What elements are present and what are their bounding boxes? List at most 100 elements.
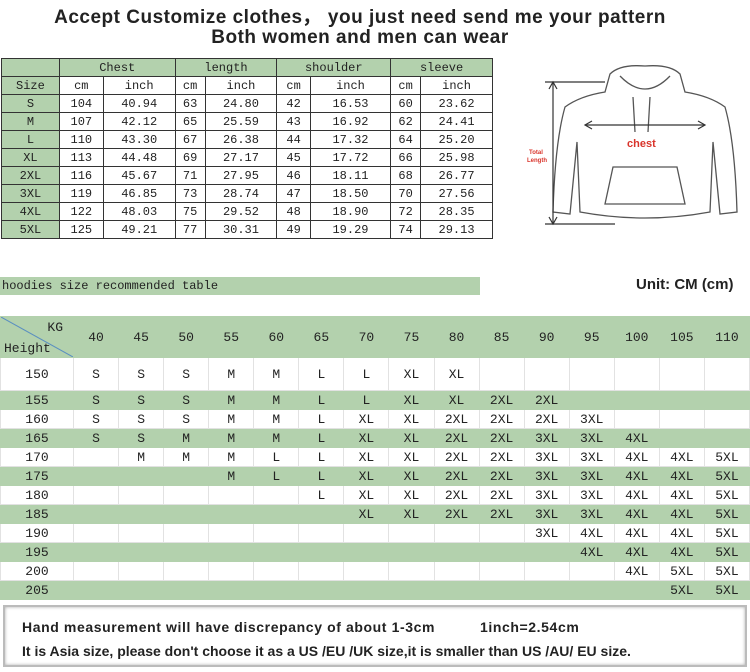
size-cell: 2XL	[478, 428, 525, 448]
size-cell: L	[343, 357, 390, 391]
size-cell: 4XL	[658, 447, 705, 467]
size-cell: XL	[388, 409, 435, 429]
measure-cell: 25.20	[420, 130, 493, 149]
weight-header: 65	[298, 316, 345, 358]
measure-cell: 73	[174, 184, 206, 203]
size-cell	[118, 466, 165, 486]
size-cell	[163, 542, 210, 562]
size-cell	[72, 504, 120, 524]
size-cell: 2XL	[478, 466, 525, 486]
inch-header: inch	[102, 76, 176, 95]
size-cell	[72, 485, 120, 505]
size-cell: 3XL	[523, 447, 570, 467]
height-cell: 185	[0, 504, 74, 524]
size-cell	[658, 409, 705, 429]
size-cell: S	[72, 357, 120, 391]
measure-cell: 110	[58, 130, 104, 149]
height-cell: 155	[0, 390, 74, 410]
size-cell	[433, 580, 480, 600]
size-cell: XL	[388, 466, 435, 486]
size-cell	[658, 428, 705, 448]
measure-cell: 70	[390, 184, 422, 203]
size-cell	[478, 561, 525, 581]
size-cell: M	[163, 428, 210, 448]
size-cell: 3XL	[523, 485, 570, 505]
size-cell: 2XL	[433, 466, 480, 486]
cm-header: cm	[276, 76, 311, 95]
measure-cell: 18.90	[309, 202, 392, 221]
table-row: 165 S S M M M L XL XL 2XL 2XL 3XL 3XL 4XL	[0, 428, 750, 448]
size-cell: XL	[343, 428, 390, 448]
size-cell	[703, 428, 750, 448]
size-cell: 3XL	[523, 523, 570, 543]
size-cell	[568, 580, 615, 600]
size-cell: 5XL	[658, 561, 705, 581]
size-cell: 2XL	[523, 390, 570, 410]
size-cell	[478, 523, 525, 543]
measure-cell: 40.94	[102, 94, 176, 113]
measure-cell: 63	[174, 94, 206, 113]
size-cell: S	[118, 428, 165, 448]
measure-cell: 16.92	[309, 112, 392, 131]
table-row: 2XL 116 45.67 71 27.95 46 18.11 68 26.77	[1, 166, 493, 185]
height-cell: 170	[0, 447, 74, 467]
size-cell: XL	[1, 148, 60, 167]
measure-cell: 119	[58, 184, 104, 203]
size-cell: L	[298, 466, 345, 486]
size-cell: XL	[343, 409, 390, 429]
size-cell	[208, 485, 255, 505]
size-cell	[478, 580, 525, 600]
chest-arrow	[583, 120, 707, 130]
length-label: Length	[527, 158, 547, 164]
measure-cell: 71	[174, 166, 206, 185]
size-cell: L	[298, 447, 345, 467]
measure-cell: 125	[58, 220, 104, 239]
size-cell	[343, 561, 390, 581]
diagonal-divider	[1, 317, 73, 357]
weight-header: 40	[72, 316, 120, 358]
size-cell	[253, 485, 300, 505]
measure-cell: 66	[390, 148, 422, 167]
size-cell: L	[298, 390, 345, 410]
size-cell: XL	[388, 485, 435, 505]
size-cell: 4XL	[613, 466, 660, 486]
size-cell: 4XL	[613, 428, 660, 448]
hoodie-outline	[552, 65, 738, 219]
size-cell	[72, 580, 120, 600]
size-cell	[568, 561, 615, 581]
measure-cell: 28.35	[420, 202, 493, 221]
height-cell: 180	[0, 485, 74, 505]
size-cell	[568, 357, 615, 391]
measure-cell: 29.13	[420, 220, 493, 239]
size-cell	[703, 390, 750, 410]
total-length-arrow	[545, 80, 615, 226]
height-cell: 160	[0, 409, 74, 429]
size-cell	[478, 357, 525, 391]
size-cell: 4XL	[613, 561, 660, 581]
measure-cell: 42	[276, 94, 311, 113]
size-cell: 3XL	[1, 184, 60, 203]
measure-cell: 113	[58, 148, 104, 167]
size-cell: 5XL	[703, 504, 750, 524]
size-cell	[388, 580, 435, 600]
size-cell	[613, 580, 660, 600]
size-cell	[253, 523, 300, 543]
size-cell	[523, 561, 570, 581]
size-cell: 3XL	[568, 504, 615, 524]
size-cell: M	[253, 390, 300, 410]
size-cell	[388, 561, 435, 581]
weight-header: 50	[163, 316, 210, 358]
size-cell: M	[208, 409, 255, 429]
weight-header: 85	[478, 316, 525, 358]
size-cell: L	[298, 485, 345, 505]
size-cell: 5XL	[658, 580, 705, 600]
size-cell: 2XL	[478, 390, 525, 410]
measure-cell: 19.29	[309, 220, 392, 239]
table-row: 195 4XL 4XL 4XL 5XL	[0, 542, 750, 562]
group-header: length	[174, 58, 278, 77]
measure-cell: 69	[174, 148, 206, 167]
size-cell	[298, 580, 345, 600]
size-cell: S	[72, 428, 120, 448]
unit-header-row: Size cm inch cm inch cm inch cm inch	[1, 76, 493, 95]
table-row: 4XL 122 48.03 75 29.52 48 18.90 72 28.35	[1, 202, 493, 221]
